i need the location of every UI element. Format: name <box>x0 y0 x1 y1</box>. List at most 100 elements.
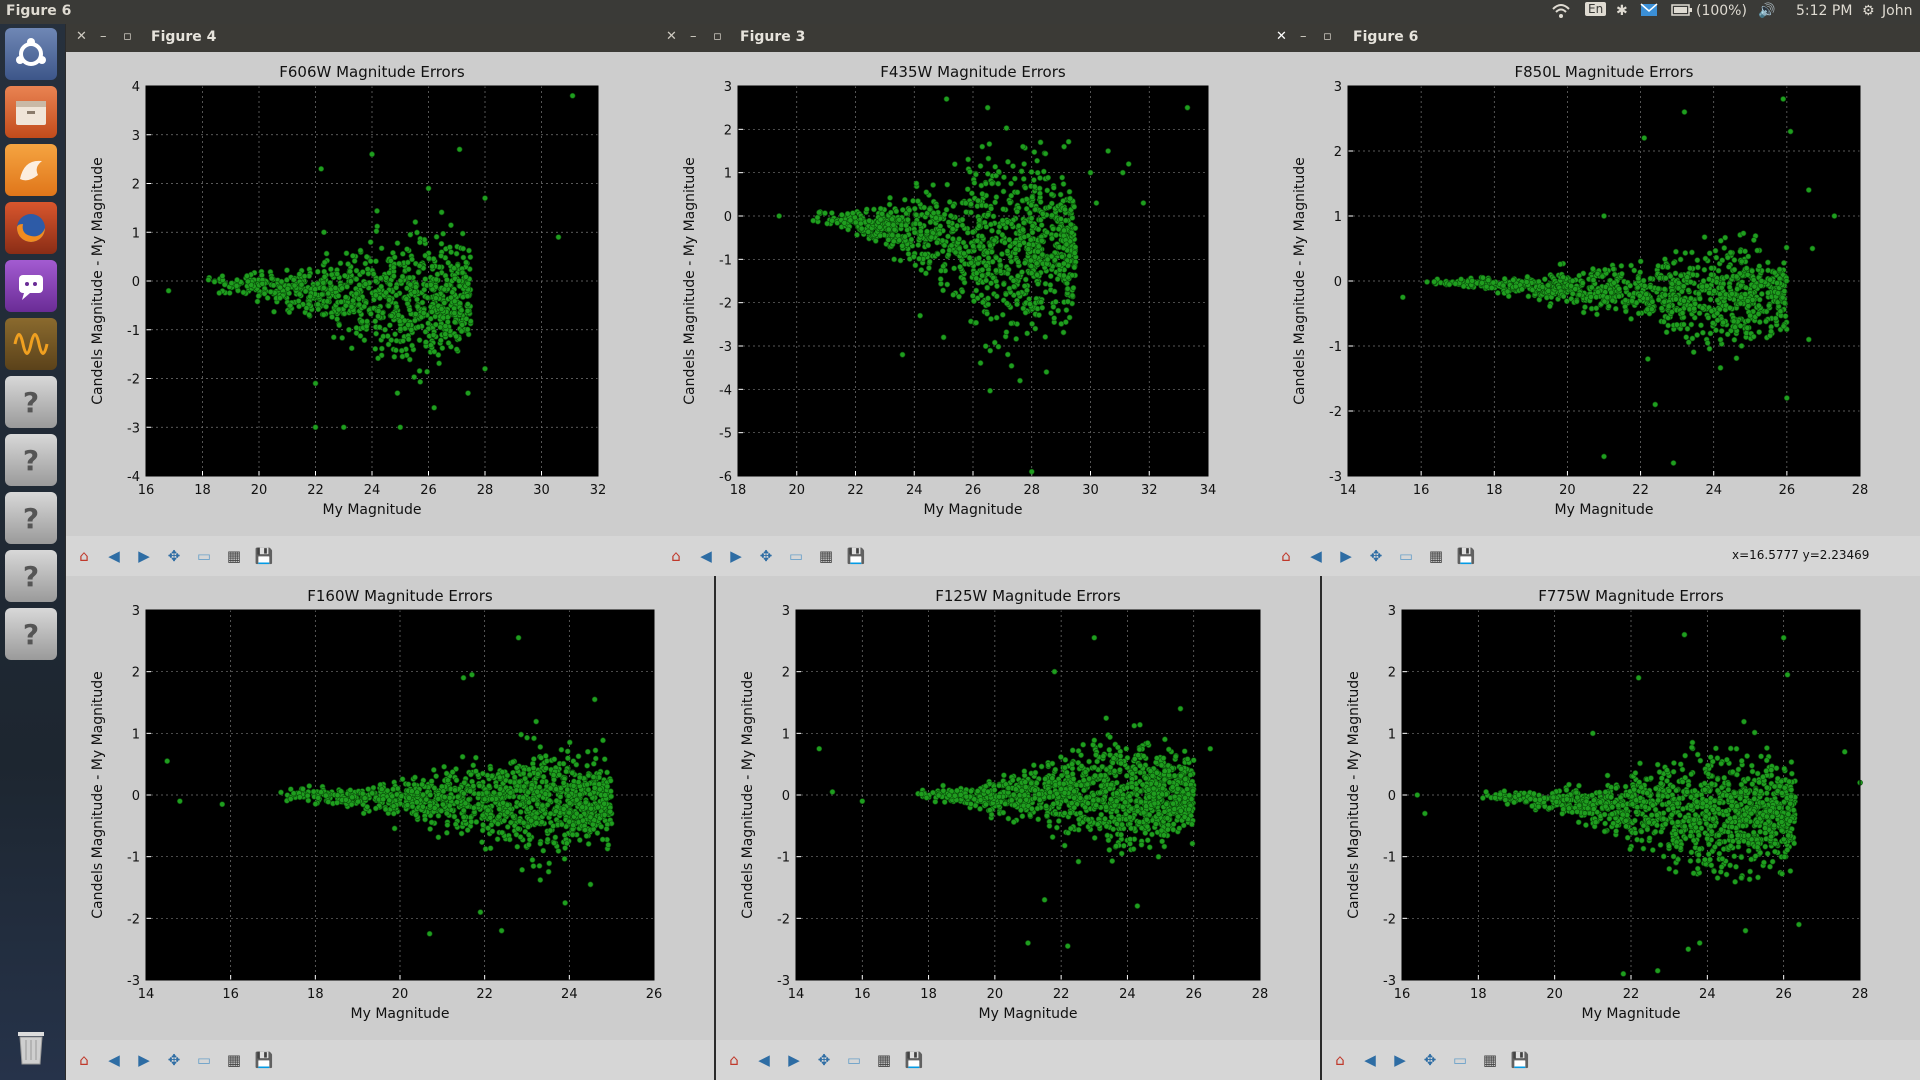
pidgin-icon[interactable] <box>5 260 57 312</box>
close-icon[interactable]: ✕ <box>76 29 87 44</box>
zoom-icon[interactable]: ▭ <box>846 1051 862 1069</box>
minimize-icon[interactable]: – <box>690 29 697 44</box>
data-point <box>1602 820 1609 827</box>
data-point <box>1785 811 1792 817</box>
home-icon[interactable]: ⌂ <box>729 1051 739 1069</box>
data-point <box>1207 745 1214 752</box>
oscilloscope-icon[interactable] <box>5 318 57 370</box>
save-icon[interactable]: 💾 <box>254 1051 274 1069</box>
data-point <box>430 767 437 773</box>
data-point <box>1050 801 1057 807</box>
pan-icon[interactable]: ✥ <box>167 547 181 565</box>
save-icon[interactable]: 💾 <box>1510 1051 1530 1069</box>
data-point <box>318 165 325 172</box>
subplots-icon[interactable]: ▦ <box>226 1051 242 1069</box>
home-icon[interactable]: ⌂ <box>79 547 89 565</box>
battery-icon[interactable] <box>1671 3 1693 21</box>
data-point <box>1590 806 1597 812</box>
data-point <box>1075 858 1082 865</box>
data-point <box>424 368 431 375</box>
data-point <box>552 834 559 841</box>
save-icon[interactable]: 💾 <box>254 547 274 565</box>
zoom-icon[interactable]: ▭ <box>196 1051 212 1069</box>
data-point <box>438 240 445 247</box>
data-point <box>519 866 525 873</box>
data-point <box>1691 816 1698 823</box>
data-point <box>566 739 573 746</box>
subplots-icon[interactable]: ▦ <box>226 547 242 565</box>
forward-icon[interactable]: ▶ <box>138 547 150 565</box>
app-orange-icon[interactable] <box>5 144 57 196</box>
subplots-icon[interactable]: ▦ <box>1482 1051 1498 1069</box>
subplots-icon[interactable]: ▦ <box>876 1051 892 1069</box>
data-point <box>584 748 591 755</box>
x-tick-label: 20 <box>392 987 409 1002</box>
data-point <box>425 185 432 192</box>
pan-icon[interactable]: ✥ <box>167 1051 181 1069</box>
trash-icon[interactable] <box>5 1020 57 1072</box>
window-titlebar[interactable]: ✕ – ▫ Figure 3 <box>658 24 1268 52</box>
pan-icon[interactable]: ✥ <box>1423 1051 1437 1069</box>
data-point <box>1085 816 1092 823</box>
window-titlebar[interactable]: ✕ – ▫ Figure 4 <box>66 24 658 52</box>
forward-icon[interactable]: ▶ <box>1394 1051 1406 1069</box>
window-title: Figure 3 <box>740 29 806 45</box>
home-icon[interactable]: ⌂ <box>79 1051 89 1069</box>
back-icon[interactable]: ◀ <box>758 1051 770 1069</box>
wifi-icon[interactable] <box>1552 3 1570 23</box>
clock[interactable]: 5:12 PM <box>1796 3 1853 19</box>
bluetooth-icon[interactable]: ✱ <box>1616 3 1628 19</box>
zoom-icon[interactable]: ▭ <box>1452 1051 1468 1069</box>
minimize-icon[interactable]: – <box>100 29 107 44</box>
user-name[interactable]: John <box>1882 3 1913 19</box>
save-icon[interactable]: 💾 <box>904 1051 924 1069</box>
battery-percentage[interactable]: (100%) <box>1696 3 1747 19</box>
maximize-icon[interactable]: ▫ <box>713 29 722 44</box>
data-point <box>428 308 435 315</box>
x-tick-label: 20 <box>788 483 805 498</box>
mail-icon[interactable] <box>1640 3 1658 21</box>
unknown-app-icon[interactable]: ? <box>5 608 57 660</box>
pan-icon[interactable]: ✥ <box>817 1051 831 1069</box>
home-icon[interactable]: ⌂ <box>1335 1051 1345 1069</box>
zoom-icon[interactable]: ▭ <box>196 547 212 565</box>
data-point <box>537 877 544 883</box>
maximize-icon[interactable]: ▫ <box>123 29 132 44</box>
data-point <box>1094 758 1101 765</box>
unknown-app-icon[interactable]: ? <box>5 492 57 544</box>
back-icon[interactable]: ◀ <box>108 1051 120 1069</box>
data-point <box>911 205 918 212</box>
firefox-icon[interactable] <box>5 202 57 254</box>
files-icon[interactable] <box>5 86 57 138</box>
back-icon[interactable]: ◀ <box>108 547 120 565</box>
data-point <box>595 804 601 811</box>
data-point <box>437 337 444 344</box>
forward-icon[interactable]: ▶ <box>138 1051 150 1069</box>
close-icon[interactable]: ✕ <box>666 29 677 44</box>
data-point <box>412 317 418 324</box>
data-point <box>1080 741 1087 748</box>
volume-icon[interactable]: 🔊 <box>1758 3 1776 19</box>
unknown-app-icon[interactable]: ? <box>5 434 57 486</box>
data-point <box>1622 817 1629 824</box>
data-point <box>1082 804 1089 811</box>
data-point <box>427 792 434 798</box>
keyboard-layout-indicator[interactable]: En <box>1585 2 1607 16</box>
data-point <box>1707 823 1714 830</box>
forward-icon[interactable]: ▶ <box>788 1051 800 1069</box>
data-point <box>1090 792 1097 799</box>
unknown-app-icon[interactable]: ? <box>5 376 57 428</box>
data-point <box>427 315 434 322</box>
back-icon[interactable]: ◀ <box>1364 1051 1376 1069</box>
data-point <box>1033 780 1040 786</box>
data-point <box>1128 805 1135 812</box>
gear-icon[interactable]: ⚙ <box>1862 3 1875 19</box>
ubuntu-dash-icon[interactable] <box>5 28 57 80</box>
data-point <box>1028 780 1035 787</box>
unknown-app-icon[interactable]: ? <box>5 550 57 602</box>
